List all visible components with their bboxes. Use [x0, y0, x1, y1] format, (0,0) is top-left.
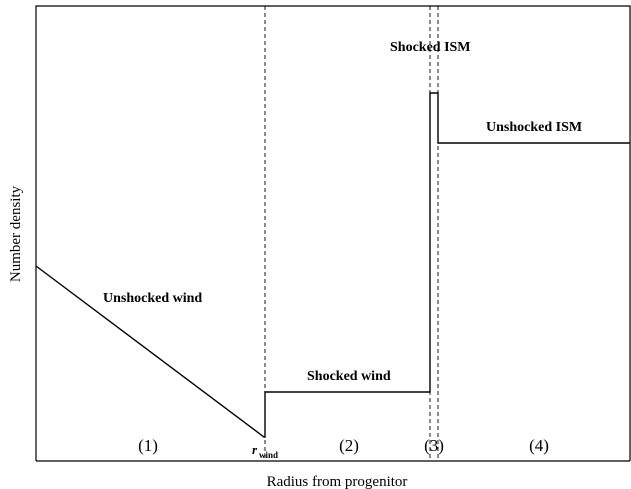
- label-shocked-wind: Shocked wind: [307, 369, 391, 384]
- x-axis-label: Radius from progenitor: [267, 474, 408, 489]
- label-unshocked-ism: Unshocked ISM: [486, 120, 582, 135]
- r-wind-symbol: r: [252, 442, 258, 457]
- region-number-3: (3): [424, 436, 444, 455]
- y-axis-label: Number density: [8, 185, 24, 282]
- region-number-2: (2): [339, 436, 359, 455]
- region-number-4: (4): [529, 436, 549, 455]
- label-shocked-ism: Shocked ISM: [390, 40, 471, 55]
- density-profile-line: [35, 92, 630, 438]
- plot-frame: [35, 5, 631, 461]
- region-number-1: (1): [138, 436, 158, 455]
- r-wind-subscript: wind: [259, 450, 278, 460]
- label-unshocked-wind: Unshocked wind: [103, 291, 202, 306]
